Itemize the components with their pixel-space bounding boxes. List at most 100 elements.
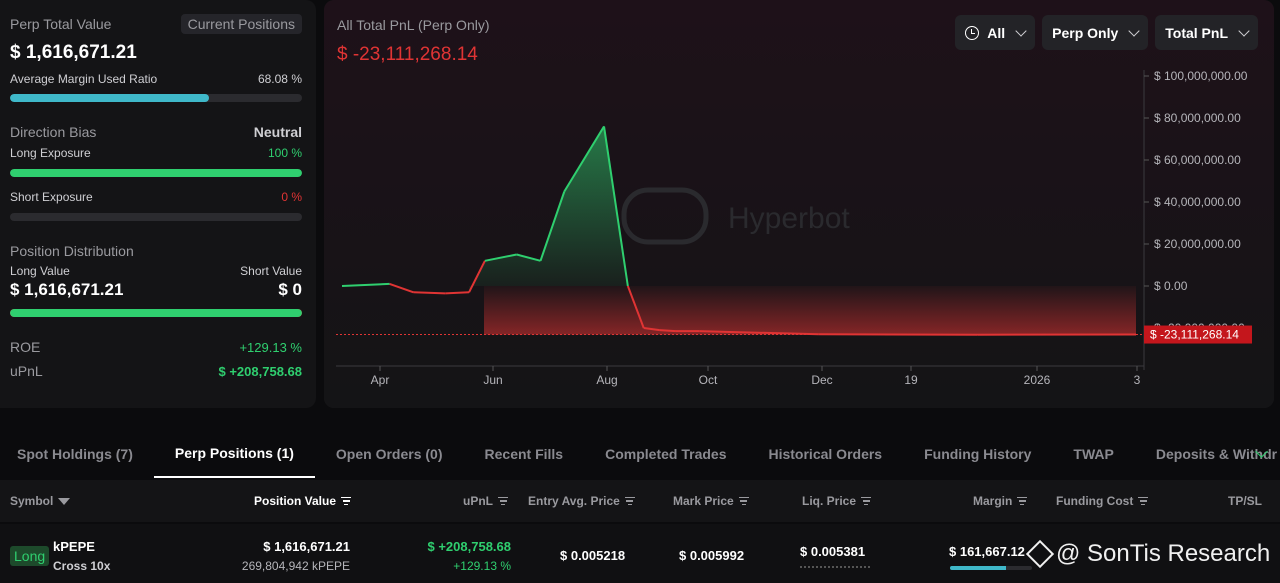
market-type-dropdown[interactable]: Perp Only — [1042, 15, 1149, 50]
direction-bias-label: Direction Bias — [10, 124, 97, 140]
pnl-chart-panel: Hyperbot $ 100,000,000.00 $ 80,000,000.00 $… — [324, 0, 1274, 408]
col-position-value[interactable]: Position Value — [254, 494, 352, 508]
tab-recent-fills[interactable]: Recent Fills — [484, 446, 564, 462]
tab-perp-positions[interactable]: Perp Positions (1) — [153, 430, 315, 478]
col-upnl[interactable]: uPnL — [463, 494, 508, 508]
sort-icon[interactable] — [1017, 495, 1028, 508]
upnl-cell: $ +208,758.68 — [427, 539, 512, 554]
long-exposure-bar — [10, 169, 302, 177]
sort-icon[interactable] — [861, 495, 872, 508]
tab-open-orders[interactable]: Open Orders (0) — [335, 446, 443, 462]
y-tick-label: $ 0.00 — [1154, 279, 1188, 293]
entry-price: $ 0.005218 — [560, 548, 626, 563]
sort-icon[interactable] — [498, 495, 508, 508]
liq-price-underline — [800, 566, 870, 568]
watermark: @ SonTis Research — [1025, 539, 1271, 569]
pnl-line-segment — [516, 253, 541, 262]
pnl-type-dropdown[interactable]: Total PnL — [1155, 15, 1258, 50]
short-value-label: Short Value — [240, 264, 302, 278]
direction-bias-value: Neutral — [253, 124, 302, 140]
x-tick-label: Aug — [596, 373, 617, 387]
col-entry-price-label: Entry Avg. Price — [528, 494, 620, 508]
long-exposure-bar-fill — [10, 169, 302, 177]
time-range-value: All — [987, 24, 1006, 41]
mark-price: $ 0.005992 — [679, 548, 745, 563]
hyperbot-logo-icon — [621, 187, 709, 245]
tab-historical-orders[interactable]: Historical Orders — [768, 446, 883, 462]
market-type-value: Perp Only — [1052, 24, 1119, 41]
y-tick-label: $ 100,000,000.00 — [1154, 69, 1248, 83]
tab-deposits-withdraw[interactable]: Deposits & Withdraw — [1155, 446, 1277, 462]
pnl-line-segment — [445, 291, 470, 295]
liq-price: $ 0.005381 — [800, 544, 866, 559]
tab-funding-history[interactable]: Funding History — [924, 446, 1032, 462]
sort-icon[interactable] — [738, 495, 749, 508]
chart-background — [324, 0, 1274, 408]
avg-margin-bar — [10, 94, 302, 102]
sort-icon[interactable] — [624, 495, 635, 508]
short-exposure-value: 0 % — [281, 190, 302, 204]
pnl-line-segment — [413, 291, 446, 295]
current-value-badge — [1144, 325, 1252, 344]
position-distribution-bar — [10, 309, 302, 317]
col-tpsl: TP/SL — [1228, 494, 1263, 508]
pnl-line-segment — [603, 126, 629, 287]
current-positions-button[interactable]: Current Positions — [180, 14, 302, 34]
chevron-down-icon — [1128, 24, 1140, 37]
avg-margin-bar-fill — [10, 94, 209, 102]
upnl-value: $ +208,758.68 — [218, 363, 303, 379]
perp-total-value: $ 1,616,671.21 — [10, 42, 137, 63]
time-range-dropdown[interactable]: All — [955, 15, 1036, 50]
chevron-down-icon — [1015, 24, 1027, 37]
upnl-label: uPnL — [10, 363, 43, 379]
pnl-line-segment — [659, 329, 676, 333]
col-position-value-label: Position Value — [254, 494, 337, 508]
y-tick-label: $ 80,000,000.00 — [1154, 111, 1241, 125]
pnl-line-segment — [539, 191, 566, 262]
tab-spot-holdings[interactable]: Spot Holdings (7) — [17, 446, 133, 462]
y-tick-label: $ 60,000,000.00 — [1154, 153, 1241, 167]
long-value: $ 1,616,671.21 — [10, 280, 124, 299]
roe-label: ROE — [10, 339, 41, 355]
roe-value: +129.13 % — [239, 339, 302, 355]
symbol-name[interactable]: kPEPE — [53, 539, 95, 554]
upnl-percent: +129.13 % — [453, 559, 511, 573]
col-entry-price[interactable]: Entry Avg. Price — [528, 494, 635, 508]
negative-area — [484, 286, 1136, 335]
watermark-text: @ SonTis Research — [1056, 540, 1271, 567]
tab-completed-trades[interactable]: Completed Trades — [605, 446, 727, 462]
pnl-line-segment — [563, 125, 605, 193]
x-tick-label: Dec — [811, 373, 832, 387]
long-exposure-value: 100 % — [267, 146, 302, 160]
col-liq-price[interactable]: Liq. Price — [802, 494, 872, 508]
sort-icon[interactable] — [1138, 495, 1149, 508]
col-liq-price-label: Liq. Price — [802, 494, 857, 508]
x-tick-label: Apr — [371, 373, 390, 387]
chart-total-pnl: $ -23,111,268.14 — [337, 44, 478, 65]
col-margin[interactable]: Margin — [973, 494, 1028, 508]
bottom-tabs: Spot Holdings (7) Perp Positions (1) Ope… — [0, 430, 1280, 478]
y-tick-label: $ 20,000,000.00 — [1154, 237, 1241, 251]
col-mark-price[interactable]: Mark Price — [673, 494, 749, 508]
x-tick-label: Oct — [699, 373, 718, 387]
sort-icon[interactable] — [341, 495, 352, 508]
chevron-down-icon — [1238, 24, 1250, 37]
col-symbol[interactable]: Symbol — [10, 494, 71, 508]
col-funding-cost[interactable]: Funding Cost — [1056, 494, 1149, 508]
position-size: 269,804,942 kPEPE — [241, 559, 350, 573]
avg-margin-value: 68.08 % — [257, 72, 302, 86]
col-margin-label: Margin — [973, 494, 1013, 508]
chart-controls: All Perp Only Total PnL — [955, 15, 1258, 50]
pnl-line-segment — [643, 327, 660, 332]
perp-total-value-label: Perp Total Value — [10, 16, 112, 32]
col-symbol-label: Symbol — [10, 494, 54, 508]
pnl-line-segment — [738, 331, 819, 336]
tab-twap[interactable]: TWAP — [1073, 446, 1114, 462]
position-distribution-label: Position Distribution — [10, 243, 134, 259]
table-row[interactable]: Long kPEPE Cross 10x $ 1,616,671.21 269,… — [0, 524, 1280, 583]
filter-icon[interactable] — [58, 497, 71, 505]
summary-panel: Perp Total Value Current Positions $ 1,6… — [0, 0, 316, 408]
margin-bar-fill — [950, 566, 1006, 570]
pnl-line-segment — [468, 260, 486, 293]
